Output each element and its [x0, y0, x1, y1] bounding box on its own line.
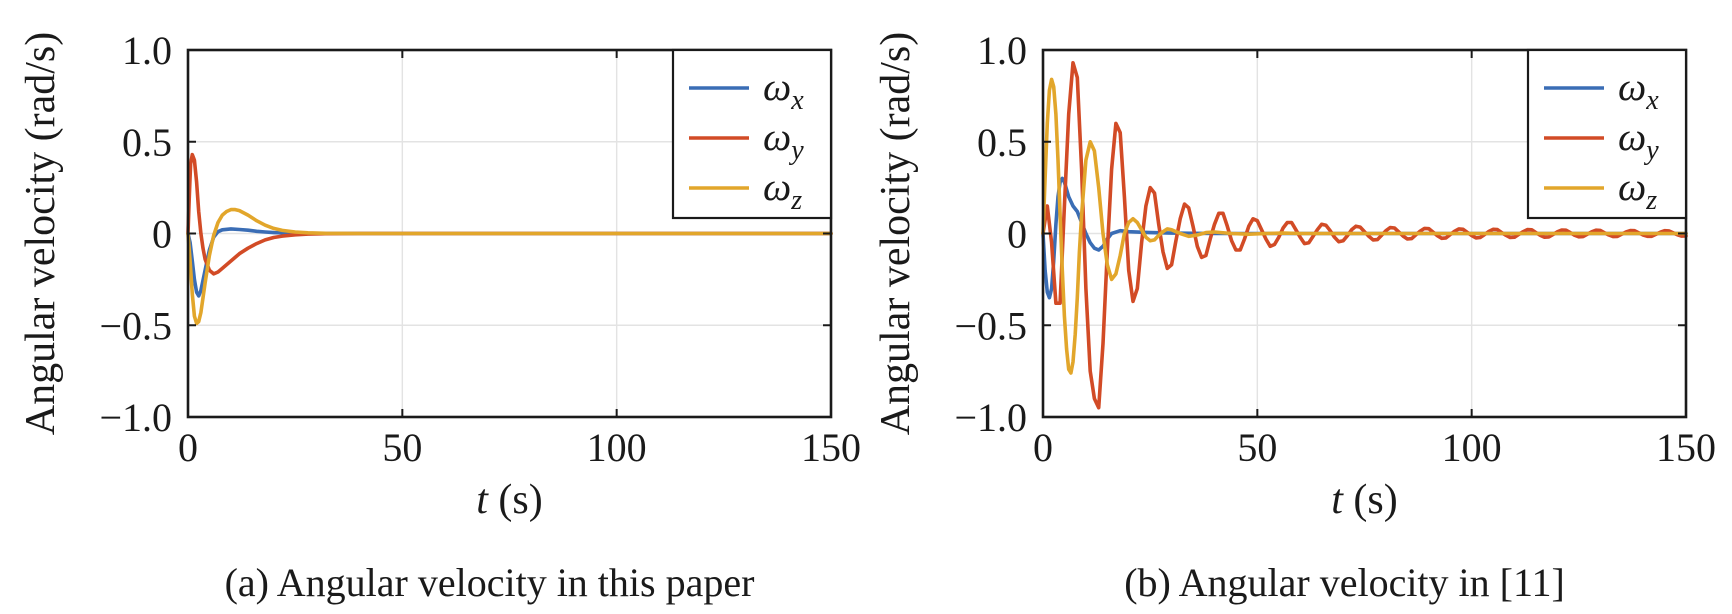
y-tick-label: −0.5: [954, 303, 1027, 348]
legend-box: [671, 48, 833, 220]
x-axis-label: t (s): [1331, 477, 1398, 523]
x-axis-label: t (s): [476, 477, 543, 523]
x-tick-label: 50: [382, 425, 422, 470]
legend-label-omega-z: ωz: [1618, 164, 1657, 216]
legend-box: [1526, 48, 1688, 220]
y-tick-label: 1.0: [977, 28, 1027, 73]
chart-panel-a: 0 50 100 150 1.0 0.5 0 −0.5 −1.0 t (s) Angular vel…: [18, 28, 861, 605]
x-tick-label: 0: [178, 425, 198, 470]
series-line-omega-x: [186, 227, 833, 298]
panel-caption: (b) Angular velocity in [11]: [1124, 560, 1565, 605]
x-tick-label: 100: [587, 425, 647, 470]
y-tick-label: 0: [1007, 212, 1027, 257]
x-tick-label: 150: [1656, 425, 1716, 470]
legend-label-omega-z: ωz: [763, 164, 802, 216]
y-tick-label: 1.0: [122, 28, 172, 73]
y-tick-label: 0.5: [977, 120, 1027, 165]
legend-label-omega-y: ωy: [763, 114, 804, 166]
legend-label-omega-x: ωx: [1618, 64, 1659, 116]
y-tick-label: 0.5: [122, 120, 172, 165]
series-line-omega-z: [1041, 77, 1688, 375]
y-tick-label: −0.5: [99, 303, 172, 348]
y-tick-label: −1.0: [954, 395, 1027, 440]
x-tick-label: 150: [801, 425, 861, 470]
y-tick-label: −1.0: [99, 395, 172, 440]
y-axis-label: Angular velocity (rad/s): [18, 32, 64, 436]
x-tick-label: 100: [1442, 425, 1502, 470]
panel-caption: (a) Angular velocity in this paper: [225, 560, 755, 605]
chart-panel-b: 0 50 100 150 1.0 0.5 0 −0.5 −1.0 t (s) Angular vel…: [873, 28, 1716, 605]
x-tick-label: 0: [1033, 425, 1053, 470]
y-axis-label: Angular velocity (rad/s): [873, 32, 919, 436]
x-tick-label: 50: [1237, 425, 1277, 470]
legend-label-omega-x: ωx: [763, 64, 804, 116]
y-tick-label: 0: [152, 212, 172, 257]
series-line-omega-z: [186, 207, 833, 326]
legend-label-omega-y: ωy: [1618, 114, 1659, 166]
